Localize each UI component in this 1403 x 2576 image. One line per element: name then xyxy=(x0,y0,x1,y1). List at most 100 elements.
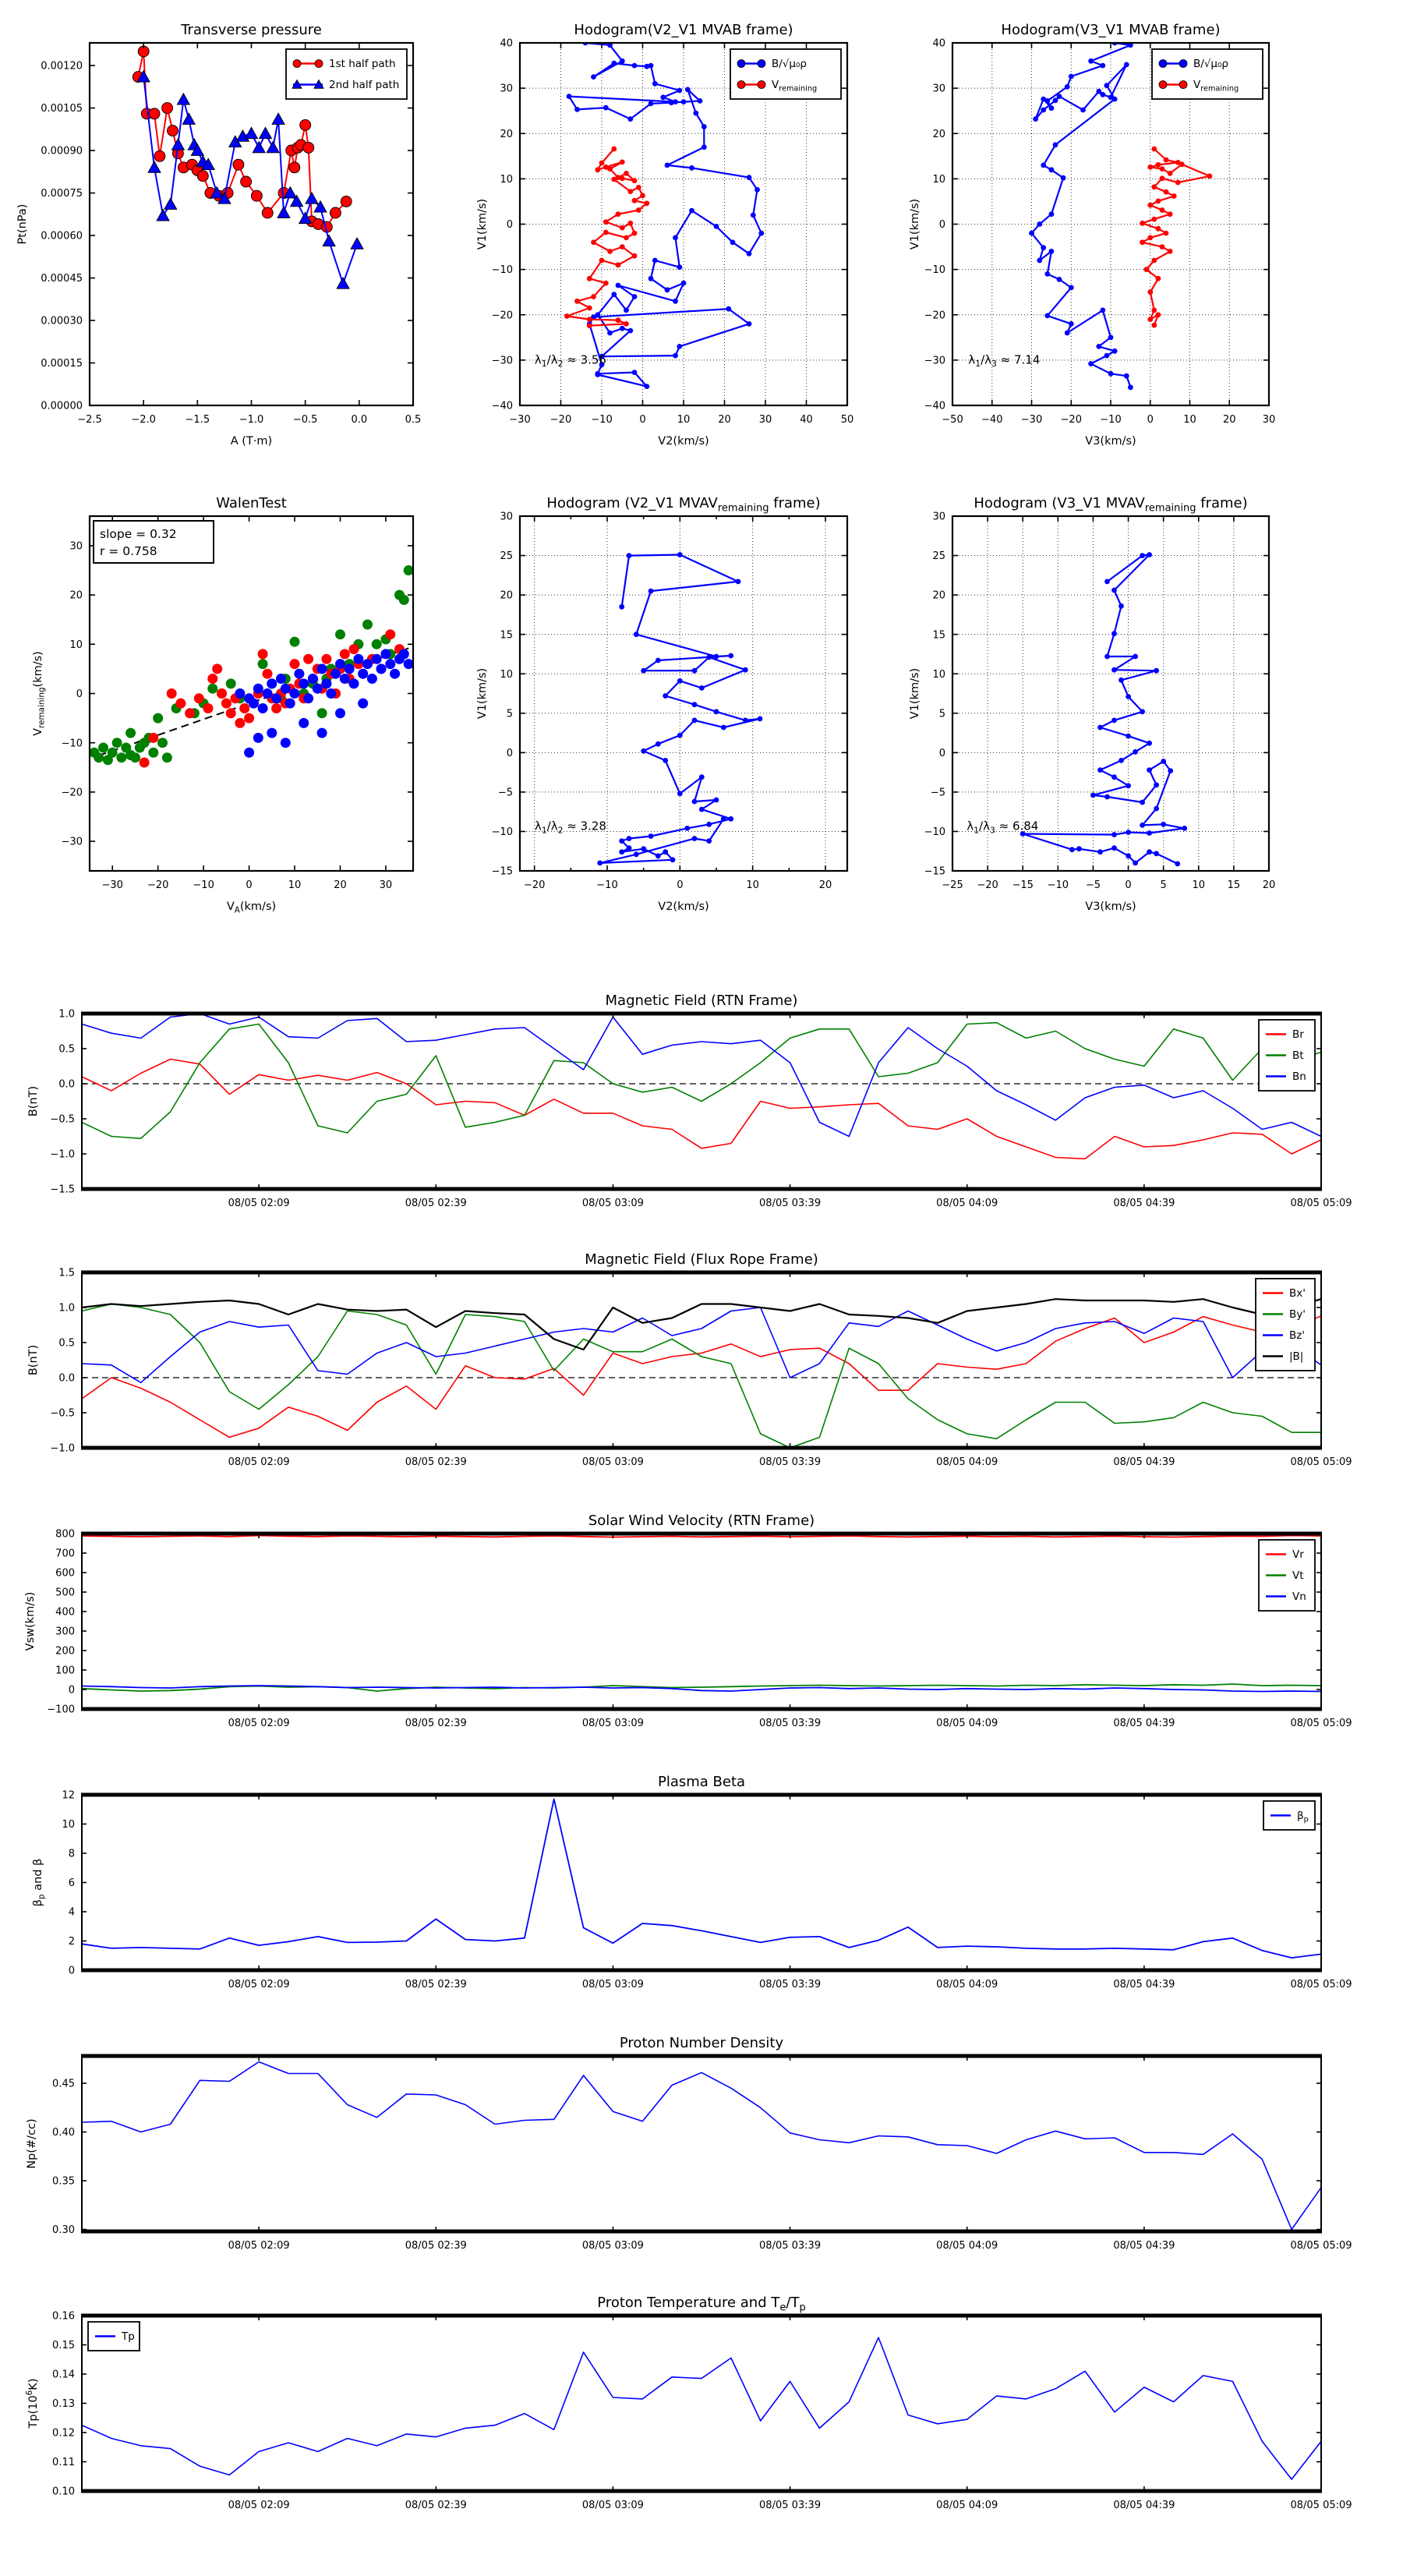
y-tick-label: 20 xyxy=(932,590,945,602)
point-marker xyxy=(1167,211,1173,218)
series-line xyxy=(82,2061,1321,2231)
point-marker xyxy=(641,846,647,852)
point-marker xyxy=(271,703,282,713)
x-tick-label: 10 xyxy=(746,879,759,891)
legend-label: Tp xyxy=(121,2330,135,2343)
point-marker xyxy=(353,653,364,664)
triangle-marker xyxy=(201,157,215,171)
series-Vt xyxy=(82,1683,1321,1692)
point-marker xyxy=(235,688,246,699)
chart-hodogram-v2v1-mvab: Hodogram(V2_V1 MVAB frame) −30 −20 −10 0 10 20… xyxy=(476,22,853,448)
x-tick-label: 10 xyxy=(288,879,302,891)
series-B/sqrt(mu0 rho) xyxy=(566,43,765,389)
point-marker xyxy=(1041,245,1047,251)
point-marker xyxy=(1052,142,1058,148)
point-marker xyxy=(1167,171,1173,176)
hodogram-v3v1-mvab-title: Hodogram(V3_V1 MVAB frame) xyxy=(1001,22,1220,38)
point-marker xyxy=(564,313,570,319)
point-marker xyxy=(339,649,350,660)
x-tick-label: −20 xyxy=(550,414,571,426)
y-tick-label: 0 xyxy=(69,1685,75,1697)
point-marker xyxy=(1154,782,1159,788)
y-tick-label: 0 xyxy=(76,688,83,700)
triangle-marker xyxy=(289,194,304,207)
y-tick-label: 0.10 xyxy=(52,2486,75,2498)
point-marker xyxy=(1147,552,1152,557)
point-marker xyxy=(648,101,654,107)
point-marker xyxy=(591,294,596,299)
point-marker xyxy=(1167,249,1173,254)
x-tick-label: 10 xyxy=(1183,414,1196,426)
series-line xyxy=(82,1303,1321,1448)
series-|B| xyxy=(82,1298,1321,1351)
grid xyxy=(952,516,1269,871)
point-marker xyxy=(1097,849,1103,855)
legend-box xyxy=(730,48,842,100)
point-marker xyxy=(302,141,315,154)
point-marker xyxy=(655,853,661,859)
point-marker xyxy=(689,207,694,214)
point-marker xyxy=(212,663,223,674)
point-marker xyxy=(684,826,691,831)
point-marker xyxy=(633,851,639,858)
series-line xyxy=(1022,554,1186,865)
point-marker xyxy=(1104,653,1110,660)
series-blue-points xyxy=(235,649,413,758)
y-tick-label: 300 xyxy=(55,1626,75,1638)
point-marker xyxy=(624,235,629,241)
x-tick-label: 08/05 03:09 xyxy=(582,2500,644,2511)
point-marker xyxy=(253,683,263,694)
point-marker xyxy=(1104,579,1110,585)
point-marker xyxy=(706,838,712,844)
point-marker xyxy=(1147,849,1152,855)
legend-label: Vn xyxy=(1292,1591,1306,1603)
triangle-marker xyxy=(266,140,280,154)
point-marker xyxy=(1068,321,1074,327)
point-marker xyxy=(735,579,741,585)
x-tick-label: 08/05 04:39 xyxy=(1113,1198,1175,1209)
hodogram-v2v1-mvab-ylabel: V1(km/s) xyxy=(476,199,489,249)
series-Np xyxy=(82,2061,1321,2231)
ticks xyxy=(82,2056,1322,2231)
series-Vr xyxy=(82,1534,1321,1538)
point-marker xyxy=(280,683,291,694)
grid xyxy=(520,516,847,871)
point-marker xyxy=(607,249,613,254)
point-marker xyxy=(1080,107,1086,113)
point-marker xyxy=(1064,84,1070,90)
y-tick-label: −1.0 xyxy=(50,1443,75,1455)
series-line xyxy=(82,1685,1321,1693)
point-marker xyxy=(746,250,752,257)
legend: B/√μ₀ρ Vremaining xyxy=(730,48,842,100)
x-tick-label: 08/05 02:39 xyxy=(405,1456,467,1468)
point-marker xyxy=(635,207,641,213)
point-marker xyxy=(339,674,350,684)
y-tick-label: 10 xyxy=(500,174,513,186)
ticks xyxy=(89,43,414,406)
y-tick-label: 0 xyxy=(939,748,945,759)
point-marker xyxy=(217,688,227,699)
y-tick-label: 0.35 xyxy=(52,2176,75,2188)
legend-label: Vremaining xyxy=(772,79,817,93)
point-marker xyxy=(398,649,409,660)
point-marker xyxy=(358,698,369,709)
ticks xyxy=(82,1272,1322,1449)
proton-temperature-ylabel: Tp(106K) xyxy=(25,2379,40,2429)
point-marker xyxy=(619,175,625,182)
point-marker xyxy=(299,717,309,728)
point-marker xyxy=(1097,767,1103,773)
x-tick-label: 08/05 02:39 xyxy=(405,1979,467,1990)
point-marker xyxy=(668,100,674,106)
point-marker xyxy=(1147,164,1154,170)
point-marker xyxy=(713,797,719,803)
point-marker xyxy=(586,323,592,329)
point-marker xyxy=(1175,861,1181,867)
point-marker xyxy=(1096,344,1102,349)
legend: Vr Vt Vn xyxy=(1258,1539,1316,1612)
series-line xyxy=(82,1534,1321,1538)
point-marker xyxy=(1048,105,1055,111)
x-tick-label: 08/05 03:39 xyxy=(759,1718,821,1729)
y-tick-label: 1.0 xyxy=(58,1303,75,1315)
ticks xyxy=(82,1533,1322,1710)
